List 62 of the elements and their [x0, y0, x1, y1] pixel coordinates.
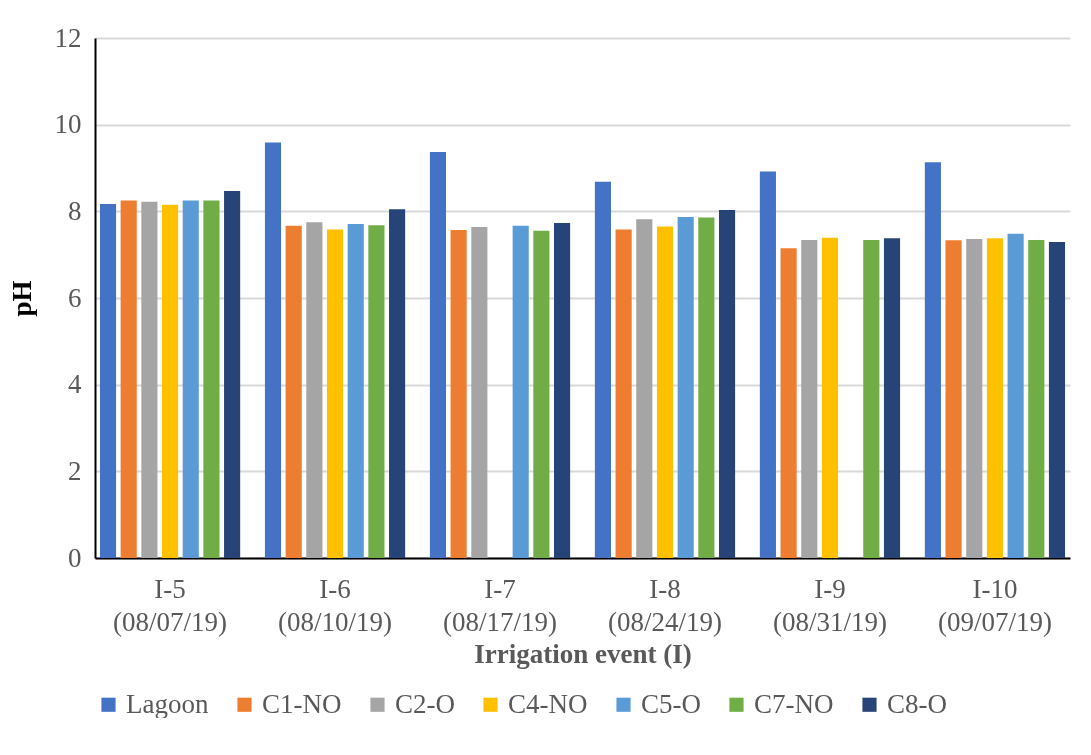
legend-label: C4-NO [508, 688, 588, 719]
bar [99, 203, 117, 558]
y-tick-label: 0 [68, 542, 82, 573]
bar [966, 239, 983, 558]
y-tick-label: 12 [54, 22, 82, 53]
bar [326, 229, 344, 558]
y-tick-label: 2 [68, 455, 82, 486]
y-tick-label: 8 [68, 195, 82, 226]
y-tick-label: 10 [54, 109, 82, 140]
bar [347, 223, 364, 558]
bar [120, 200, 137, 558]
x-tick-label: I-9 (08/31/19) [772, 573, 887, 637]
bar [780, 248, 797, 558]
bar [718, 210, 736, 558]
legend-label: C5-O [641, 688, 701, 719]
legend-label: C7-NO [754, 688, 834, 719]
bar [306, 222, 323, 558]
bar [141, 201, 158, 558]
x-tick-label: I-5 (08/07/19) [113, 573, 228, 637]
x-axis-title: Irrigation event (I) [474, 638, 692, 669]
y-axis-title: pH [6, 280, 37, 317]
bar [656, 226, 674, 558]
x-tick-label: I-8 (08/24/19) [607, 573, 722, 637]
bar [285, 225, 302, 558]
bar [698, 217, 715, 558]
bar [471, 226, 488, 558]
bar [182, 200, 199, 558]
bar [162, 204, 179, 558]
y-tick-label: 4 [68, 369, 82, 400]
bar [924, 162, 941, 558]
bar [594, 181, 612, 558]
bar [224, 190, 241, 558]
bar [264, 142, 282, 558]
bar [883, 238, 901, 558]
bar [863, 239, 880, 558]
bar [450, 229, 467, 558]
bar [759, 171, 776, 558]
bar [1007, 233, 1024, 558]
bar [512, 225, 529, 558]
legend-label: C8-O [887, 688, 947, 719]
bar [368, 225, 385, 558]
y-tick-label: 6 [68, 282, 82, 313]
bar [615, 229, 632, 558]
bar [945, 240, 962, 558]
bar [553, 223, 571, 558]
bar [533, 230, 550, 558]
x-tick-label: I-6 (08/10/19) [278, 573, 393, 637]
x-tick-label: I-7 (08/17/19) [443, 573, 558, 637]
legend-label: C2-O [395, 688, 455, 719]
x-tick-label: I-10 (09/07/19) [937, 573, 1052, 637]
bar [1028, 239, 1045, 558]
bar [429, 151, 447, 558]
bar [636, 219, 653, 558]
bar [389, 209, 406, 558]
bar [821, 237, 839, 558]
bar [677, 216, 694, 558]
bar [986, 238, 1003, 558]
bar [1048, 242, 1066, 558]
bar [203, 200, 220, 558]
legend-label: Lagoon [126, 688, 209, 719]
bar [801, 239, 818, 558]
legend-label: C1-NO [262, 688, 342, 719]
